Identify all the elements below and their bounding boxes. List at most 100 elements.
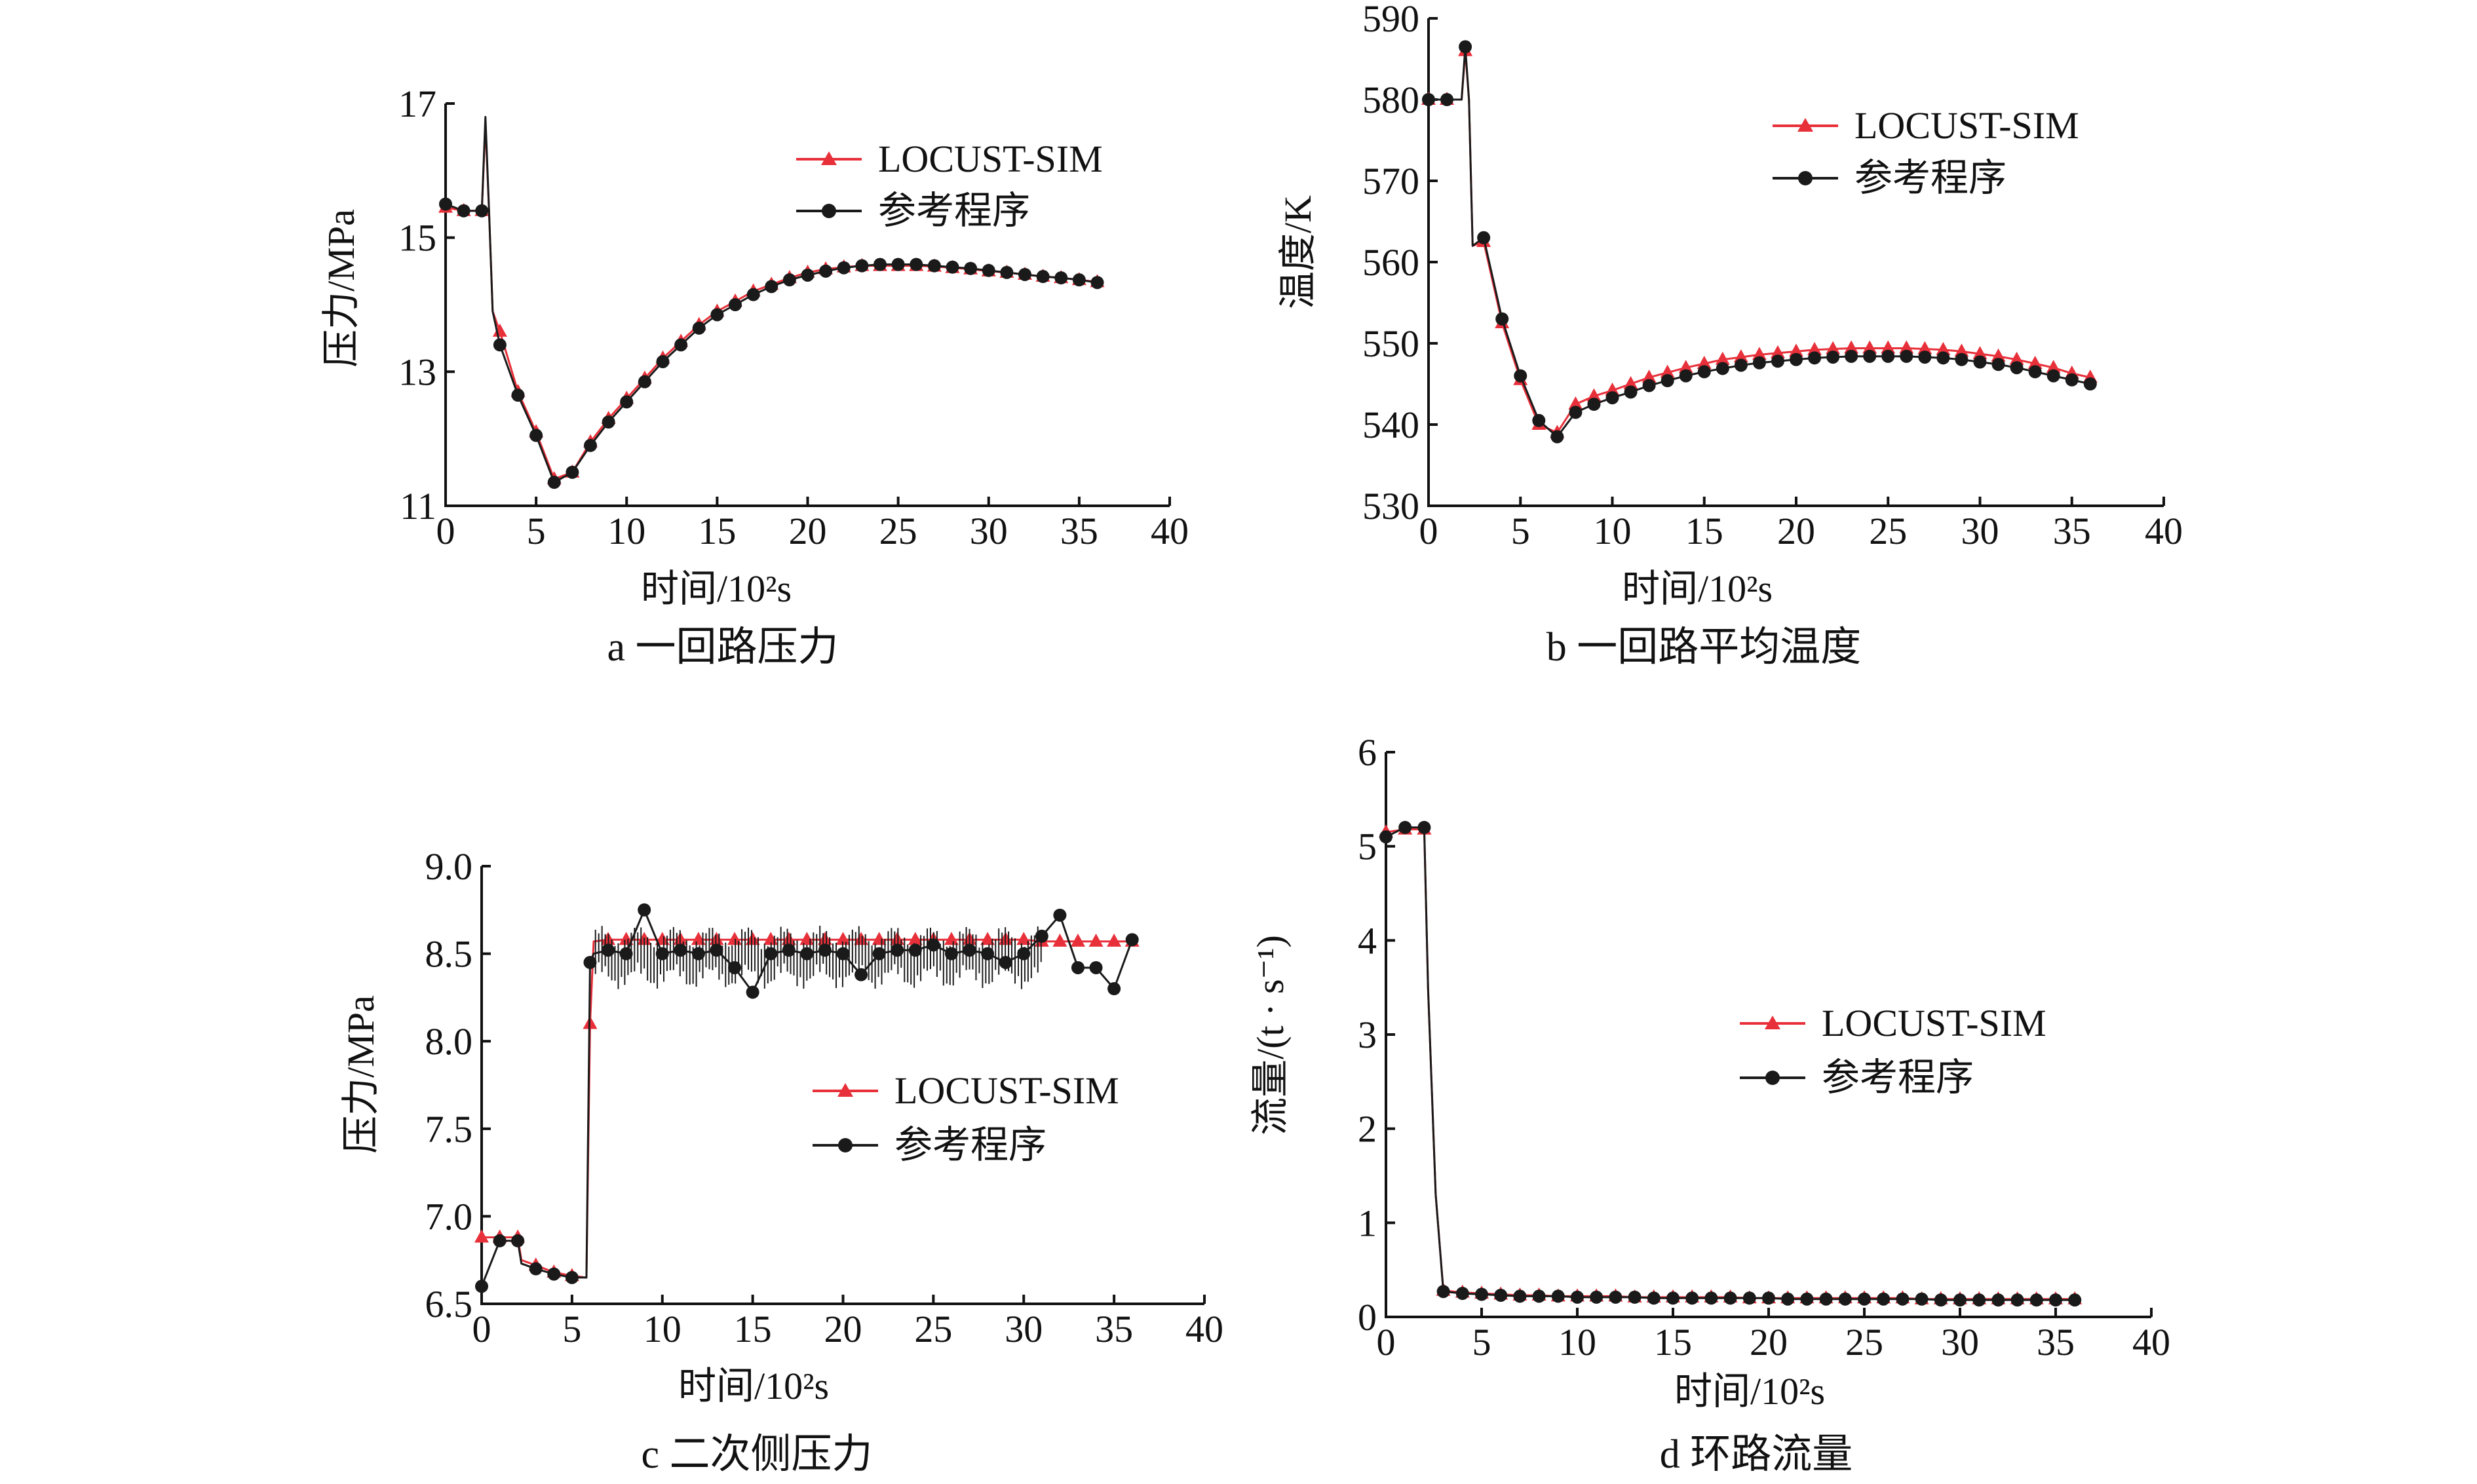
point-b-0-36 <box>2027 356 2043 369</box>
y-tick-label-c-5: 9.0 <box>425 845 473 888</box>
point-b-0-34 <box>1991 348 2006 362</box>
point-c-1-34 <box>1035 929 1048 943</box>
y-tick-label-b-6: 590 <box>1362 0 1419 40</box>
point-c-1-35 <box>1053 908 1067 922</box>
point-d-1-29 <box>1896 1292 1910 1306</box>
legend-marker-a-1 <box>822 204 836 218</box>
point-a-1-13 <box>620 395 634 409</box>
legend-label-a-0: LOCUST-SIM <box>878 138 1103 180</box>
point-d-1-35 <box>2010 1293 2024 1307</box>
point-c-0-27 <box>908 932 923 945</box>
y-tick-label-d-3: 3 <box>1358 1014 1377 1056</box>
point-b-0-28 <box>1881 340 1896 354</box>
point-d-1-14 <box>1609 1290 1623 1304</box>
x-tick-label-c-0: 0 <box>472 1308 491 1350</box>
x-tick-label-b-1: 5 <box>1511 510 1530 552</box>
x-tick-label-c-8: 40 <box>1185 1308 1223 1350</box>
x-tick-label-d-2: 10 <box>1558 1321 1596 1363</box>
point-d-1-21 <box>1742 1291 1756 1305</box>
y-tick-label-a-3: 17 <box>398 83 436 125</box>
point-d-1-11 <box>1551 1289 1565 1303</box>
point-b-1-31 <box>1936 351 1950 365</box>
point-a-1-2 <box>475 204 489 218</box>
point-d-1-37 <box>2049 1293 2062 1307</box>
point-d-1-26 <box>1838 1292 1852 1306</box>
point-d-1-7 <box>1475 1287 1488 1301</box>
point-b-0-23 <box>1789 343 1803 357</box>
point-c-0-15 <box>691 932 706 945</box>
point-a-1-27 <box>874 257 887 271</box>
point-b-1-15 <box>1642 379 1656 392</box>
point-d-1-8 <box>1494 1288 1508 1302</box>
caption-b: b 一回路平均温度 <box>1546 625 1862 670</box>
point-c-0-23 <box>835 932 851 945</box>
point-d-1-34 <box>1991 1293 2005 1307</box>
legend-label-b-1: 参考程序 <box>1854 157 2007 199</box>
point-b-0-37 <box>2046 360 2061 373</box>
x-tick-label-a-2: 10 <box>607 510 645 552</box>
y-tick-label-b-1: 540 <box>1362 404 1419 446</box>
x-tick-label-b-7: 35 <box>2053 510 2091 552</box>
point-d-1-12 <box>1571 1290 1584 1304</box>
y-tick-label-c-3: 8.0 <box>425 1020 473 1063</box>
legend-marker-b-1 <box>1798 171 1813 185</box>
x-tick-label-a-0: 0 <box>436 510 455 552</box>
point-b-1-37 <box>2046 369 2060 383</box>
point-b-0-27 <box>1862 340 1877 354</box>
point-c-1-11 <box>619 947 633 961</box>
point-c-0-20 <box>781 932 796 945</box>
point-c-0-26 <box>890 932 905 945</box>
point-d-1-33 <box>1972 1293 1986 1307</box>
x-tick-label-c-1: 5 <box>562 1308 581 1350</box>
point-c-1-4 <box>529 1262 543 1276</box>
point-a-1-22 <box>782 273 796 287</box>
y-tick-label-b-0: 530 <box>1362 485 1419 527</box>
point-a-1-28 <box>891 257 905 271</box>
point-c-1-22 <box>818 943 832 957</box>
legend-d: LOCUST-SIM 参考程序 <box>1740 1002 2046 1099</box>
xlabel-c: 时间/10²s <box>678 1365 829 1407</box>
point-d-1-5 <box>1436 1285 1450 1299</box>
point-c-0-35 <box>1052 933 1067 947</box>
point-c-0-36 <box>1070 933 1085 947</box>
point-c-0-22 <box>817 932 832 945</box>
point-c-0-31 <box>980 932 995 945</box>
x-tick-label-a-3: 15 <box>698 510 736 552</box>
legend-label-c-1: 参考程序 <box>894 1124 1046 1166</box>
x-tick-label-d-4: 20 <box>1750 1321 1788 1363</box>
xlabel-a: 时间/10²s <box>641 567 792 610</box>
point-b-0-12 <box>1586 388 1602 402</box>
legend-label-d-1: 参考程序 <box>1822 1056 1974 1099</box>
point-c-0-0 <box>474 1229 489 1243</box>
y-tick-label-d-5: 5 <box>1358 826 1377 868</box>
x-tick-label-d-7: 35 <box>2037 1321 2075 1363</box>
point-b-1-12 <box>1587 398 1601 411</box>
point-a-1-10 <box>566 465 579 479</box>
point-c-0-11 <box>619 932 634 945</box>
point-b-1-36 <box>2028 365 2042 379</box>
point-b-1-20 <box>1734 358 1748 372</box>
series-line-a-1 <box>445 115 1098 484</box>
point-c-1-1 <box>493 1234 507 1247</box>
x-tick-label-b-2: 10 <box>1594 510 1632 552</box>
point-b-1-19 <box>1716 362 1729 375</box>
point-c-1-15 <box>691 947 705 961</box>
point-d-1-9 <box>1513 1289 1527 1303</box>
y-tick-label-b-5: 580 <box>1362 79 1419 121</box>
point-b-1-18 <box>1697 365 1711 379</box>
point-d-1-30 <box>1915 1292 1929 1306</box>
plot-area-b: 0 5 10 15 20 25 30 35 40 530 540 550 560 570 580 590 <box>1362 0 2183 552</box>
point-a-1-9 <box>547 476 561 489</box>
point-b-0-11 <box>1568 396 1583 409</box>
point-c-1-0 <box>475 1280 488 1293</box>
point-d-1-0 <box>1379 830 1392 844</box>
x-tick-label-d-8: 40 <box>2132 1321 2170 1363</box>
point-a-0-6 <box>492 323 507 337</box>
x-tick-label-c-3: 15 <box>734 1308 772 1350</box>
caption-a: a 一回路压力 <box>607 625 838 670</box>
y-tick-label-a-2: 15 <box>398 217 436 259</box>
point-c-1-29 <box>944 947 958 961</box>
point-b-1-17 <box>1679 369 1693 383</box>
point-a-1-32 <box>964 261 978 275</box>
